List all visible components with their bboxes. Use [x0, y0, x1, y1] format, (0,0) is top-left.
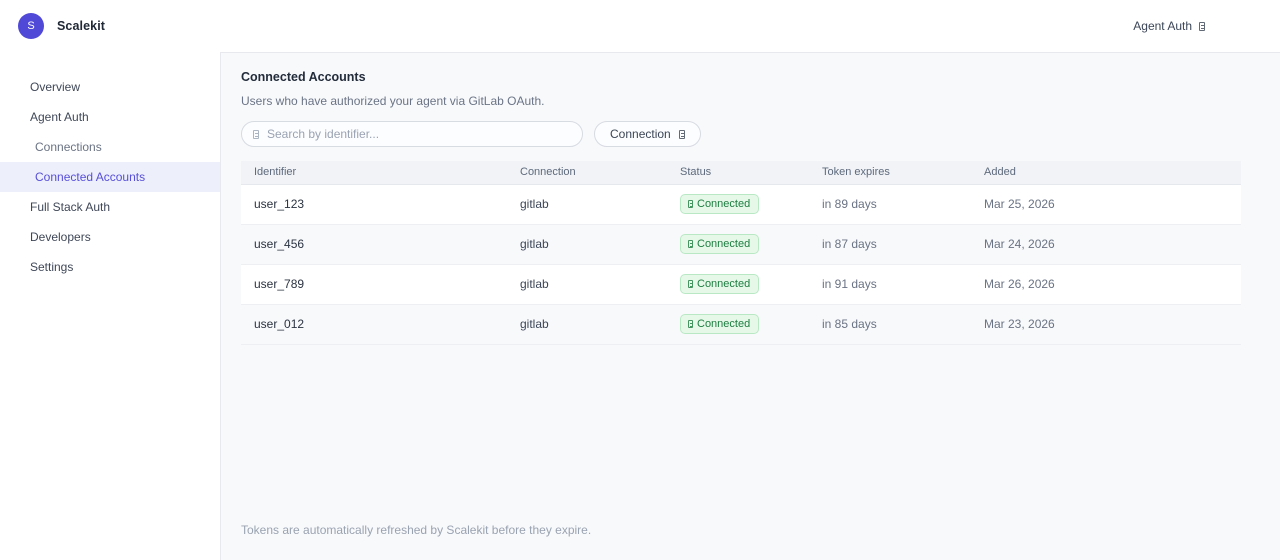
chevron-down-icon — [678, 129, 685, 139]
logo-letter: S — [27, 20, 35, 32]
sidebar-item-label: Full Stack Auth — [30, 200, 111, 214]
cell-connection: gitlab — [520, 317, 549, 331]
sidebar-item-connected-accounts[interactable]: Connected Accounts — [0, 162, 220, 192]
search-input[interactable]: Search by identifier... — [241, 121, 583, 147]
table-controls: Search by identifier... Connection — [241, 121, 1260, 147]
cell-token-expires: in 91 days — [822, 277, 877, 291]
footer-note: Tokens are automatically refreshed by Sc… — [241, 523, 592, 537]
connection-filter-label: Connection — [610, 127, 671, 141]
cell-connection: gitlab — [520, 197, 549, 211]
status-badge: Connected — [680, 234, 760, 254]
cell-connection: gitlab — [520, 277, 549, 291]
check-icon — [688, 200, 693, 208]
brand-name: Scalekit — [57, 19, 106, 33]
table-row: user_456 gitlab Connected in 87 days Mar… — [241, 224, 1241, 264]
cell-identifier: user_123 — [254, 197, 305, 211]
column-header-token-expires: Token expires — [809, 161, 971, 185]
sidebar-item-developers[interactable]: Developers — [0, 222, 220, 252]
column-header-identifier: Identifier — [241, 161, 507, 185]
sidebar-item-agent-auth[interactable]: Agent Auth — [0, 102, 220, 132]
cell-added: Mar 23, 2026 — [984, 317, 1055, 331]
cell-status: Connected — [667, 304, 809, 344]
check-icon — [688, 280, 693, 288]
status-badge-label: Connected — [697, 278, 751, 290]
table-row: user_123 gitlab Connected in 89 days Mar… — [241, 184, 1241, 224]
status-badge-label: Connected — [697, 318, 751, 330]
table-row: user_012 gitlab Connected in 85 days Mar… — [241, 304, 1241, 344]
sidebar-item-overview[interactable]: Overview — [0, 72, 220, 102]
cell-identifier: user_012 — [254, 317, 305, 331]
status-badge-label: Connected — [697, 198, 751, 210]
sidebar-item-full-stack-auth[interactable]: Full Stack Auth — [0, 192, 220, 222]
sidebar-item-label: Connected Accounts — [35, 170, 146, 184]
column-header-added: Added — [971, 161, 1241, 185]
cell-added: Mar 25, 2026 — [984, 197, 1055, 211]
check-icon — [688, 320, 693, 328]
status-badge: Connected — [680, 314, 760, 334]
sidebar-item-label: Agent Auth — [30, 110, 89, 124]
brand[interactable]: S Scalekit — [18, 0, 105, 52]
chevron-down-icon — [1199, 21, 1205, 31]
cell-identifier: user_789 — [254, 277, 305, 291]
env-switcher[interactable]: Agent Auth — [1133, 0, 1205, 52]
sidebar-item-label: Developers — [30, 230, 91, 244]
status-badge-label: Connected — [697, 238, 751, 250]
cell-token-expires: in 87 days — [822, 237, 877, 251]
main-content: Connected Accounts Users who have author… — [220, 52, 1280, 560]
sidebar-item-label: Settings — [30, 260, 74, 274]
cell-status: Connected — [667, 264, 809, 304]
column-header-status: Status — [667, 161, 809, 185]
cell-token-expires: in 85 days — [822, 317, 877, 331]
search-icon — [253, 129, 259, 139]
connection-filter-button[interactable]: Connection — [594, 121, 701, 147]
table-header: Identifier Connection Status Token expir… — [241, 161, 1241, 185]
sidebar-item-label: Connections — [35, 140, 102, 154]
env-switcher-label: Agent Auth — [1133, 19, 1192, 33]
cell-status: Connected — [667, 224, 809, 264]
sidebar-item-connections[interactable]: Connections — [0, 132, 220, 162]
page-title: Connected Accounts — [241, 70, 366, 84]
status-badge: Connected — [680, 194, 760, 214]
cell-token-expires: in 89 days — [822, 197, 877, 211]
page-subtitle: Users who have authorized your agent via… — [241, 94, 545, 108]
check-icon — [688, 240, 693, 248]
cell-identifier: user_456 — [254, 237, 305, 251]
sidebar: Overview Agent Auth Connections Connecte… — [0, 52, 220, 560]
table-row: user_789 gitlab Connected in 91 days Mar… — [241, 264, 1241, 304]
status-badge: Connected — [680, 274, 760, 294]
cell-added: Mar 26, 2026 — [984, 277, 1055, 291]
connected-accounts-table: Identifier Connection Status Token expir… — [241, 161, 1241, 345]
scalekit-logo-icon: S — [18, 13, 44, 39]
cell-added: Mar 24, 2026 — [984, 237, 1055, 251]
topbar: S Scalekit Agent Auth — [0, 0, 1280, 52]
search-placeholder: Search by identifier... — [267, 127, 380, 141]
sidebar-item-settings[interactable]: Settings — [0, 252, 220, 282]
column-header-connection: Connection — [507, 161, 667, 185]
cell-connection: gitlab — [520, 237, 549, 251]
sidebar-item-label: Overview — [30, 80, 81, 94]
cell-status: Connected — [667, 184, 809, 224]
